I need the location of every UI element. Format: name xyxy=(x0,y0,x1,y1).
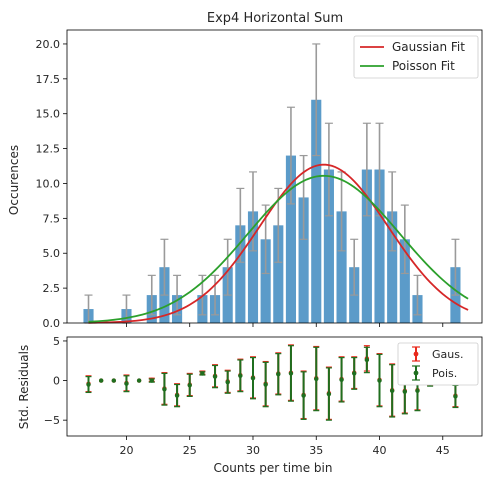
bottom-plot-area: −5 0 5 20 25 30 35 40 45 Gaus. Pois. xyxy=(44,335,483,457)
pois-residual-point xyxy=(275,353,282,396)
y-tick-label: 17.5 xyxy=(36,73,61,86)
bottom-y-axis-label: Std. Residuals xyxy=(17,345,31,430)
pois-residual-point xyxy=(199,371,206,376)
y-tick-label: 12.5 xyxy=(36,143,61,156)
y-tick-label: 2.5 xyxy=(43,282,61,295)
pois-residual-point xyxy=(111,378,117,383)
top-x-ticks xyxy=(126,323,444,327)
top-axes-frame xyxy=(66,29,483,324)
bottom-x-axis-label: Counts per time bin xyxy=(214,461,333,475)
pois-residual-point xyxy=(376,353,383,408)
pois-residual-point xyxy=(313,346,320,412)
histogram-bar xyxy=(298,197,309,323)
bar-error-bar xyxy=(160,238,169,296)
y-tick-label: 10.0 xyxy=(36,177,61,190)
bar-error-bar xyxy=(299,154,308,240)
pois-residual-point xyxy=(325,367,332,421)
bar-error-bar xyxy=(362,122,371,217)
y-tick-label: 7.5 xyxy=(43,212,61,225)
histogram-bar xyxy=(361,169,372,323)
x-tick-label: 40 xyxy=(373,444,387,457)
pois-residual-point xyxy=(85,376,92,394)
bottom-axes-frame xyxy=(66,336,483,437)
pois-residual-point xyxy=(174,383,181,408)
legend-label-gaus: Gaus. xyxy=(432,348,463,361)
pois-residual-point xyxy=(389,364,396,418)
legend-label-gaussian-fit: Gaussian Fit xyxy=(392,40,465,54)
top-y-ticks: 0.0 2.5 5.0 7.5 10.0 12.5 15.0 17.5 20.0 xyxy=(36,38,67,330)
x-tick-label: 25 xyxy=(183,444,197,457)
x-tick-label: 45 xyxy=(436,444,450,457)
pois-residual-point xyxy=(161,372,168,406)
bar-error-bar xyxy=(223,238,232,296)
legend-label-pois: Pois. xyxy=(432,367,457,380)
y-tick-label: 0 xyxy=(53,375,60,388)
bottom-legend: Gaus. Pois. xyxy=(397,342,479,386)
histogram-bar xyxy=(336,211,347,323)
pois-residual-point xyxy=(212,364,219,389)
histogram-bar xyxy=(273,225,284,323)
y-tick-label: 5.0 xyxy=(43,247,61,260)
pois-residual-point xyxy=(363,346,370,374)
y-tick-label: 20.0 xyxy=(36,38,61,51)
bar-error-bar xyxy=(211,274,220,316)
pois-residual-point xyxy=(338,356,345,403)
pois-residual-point xyxy=(287,345,294,402)
poisson-fit-line xyxy=(88,174,469,323)
pois-residual-point xyxy=(300,371,307,420)
top-legend-box xyxy=(353,35,479,79)
histogram-bar xyxy=(260,239,271,323)
histogram-bar xyxy=(311,99,322,323)
bar-error-bar xyxy=(147,274,156,316)
legend-label-poisson-fit: Poisson Fit xyxy=(392,59,455,73)
x-tick-label: 35 xyxy=(309,444,323,457)
bar-error-bar xyxy=(173,274,182,316)
pois-residual-point xyxy=(262,361,269,408)
bar-error-bar xyxy=(350,238,359,296)
histogram-bar xyxy=(285,155,297,323)
pois-residual-point xyxy=(224,370,231,394)
pois-residual-point xyxy=(186,373,193,397)
bottom-y-ticks: −5 0 5 xyxy=(44,335,67,427)
pois-residual-point xyxy=(351,356,358,390)
pois-residual-point xyxy=(148,378,155,383)
bar-error-bar xyxy=(388,171,397,252)
y-tick-label: 15.0 xyxy=(36,108,61,121)
bar-error-bar xyxy=(286,106,295,205)
bar-error-bar xyxy=(312,43,321,157)
histogram-bar xyxy=(387,211,398,323)
histogram-bar xyxy=(247,211,259,323)
bar-error-bar xyxy=(413,274,422,316)
histogram-bar xyxy=(235,225,246,323)
bar-error-bar xyxy=(451,238,460,296)
bar-error-bar xyxy=(236,187,245,263)
y-tick-label: 5 xyxy=(53,335,60,348)
pois-residual-point xyxy=(136,378,142,383)
top-legend: Gaussian Fit Poisson Fit xyxy=(353,35,479,79)
legend-marker-pois xyxy=(412,365,420,381)
y-tick-label: 0.0 xyxy=(43,317,61,330)
pois-residual-point xyxy=(249,356,256,400)
pois-residual-point xyxy=(123,375,130,393)
pois-residual-point xyxy=(237,359,244,393)
residual-points xyxy=(85,344,459,421)
fit-lines xyxy=(88,163,469,324)
legend-marker-gaus xyxy=(412,346,420,362)
histogram-bar xyxy=(374,169,385,323)
bar-error-bar xyxy=(324,122,333,217)
pois-residual-point xyxy=(98,378,104,383)
bar-error-bar xyxy=(375,122,384,217)
y-tick-label: −5 xyxy=(44,414,60,427)
top-y-axis-label: Occurences xyxy=(7,145,21,215)
top-plot-area: 0.0 2.5 5.0 7.5 10.0 12.5 15.0 17.5 20.0 Gaussia… xyxy=(36,29,483,330)
x-tick-label: 20 xyxy=(119,444,133,457)
chart-title: Exp4 Horizontal Sum xyxy=(207,11,343,26)
histogram-bar xyxy=(399,239,410,323)
histogram-bar xyxy=(323,169,334,323)
x-tick-label: 30 xyxy=(246,444,260,457)
bottom-x-ticks: 20 25 30 35 40 45 xyxy=(119,436,450,457)
